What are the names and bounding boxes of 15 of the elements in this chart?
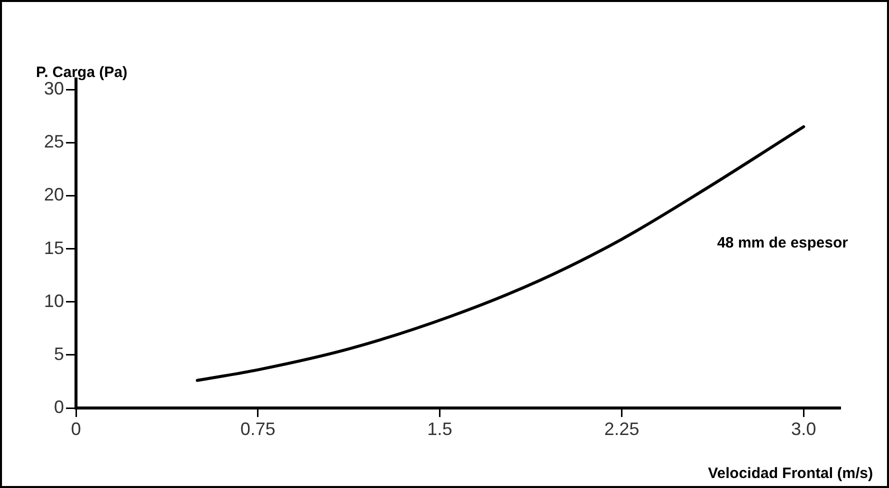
x-tick-label: 0.75 <box>240 418 276 439</box>
x-tick-label: 0 <box>70 418 82 439</box>
y-axis-title: P. Carga (Pa) <box>36 64 128 81</box>
x-axis-title: Velocidad Frontal (m/s) <box>708 465 873 482</box>
y-tick-label: 5 <box>54 344 64 364</box>
x-tick-label: 1.5 <box>427 418 452 439</box>
y-tick-label: 10 <box>44 290 64 311</box>
y-tick-label: 25 <box>44 132 64 152</box>
x-tick-label: 2.25 <box>604 418 640 439</box>
y-tick-label: 0 <box>54 396 64 417</box>
x-tick-label: 3.0 <box>791 418 816 439</box>
text: 48 mm de espesor <box>717 234 848 252</box>
y-tick-label: 15 <box>44 238 64 258</box>
y-tick-label: 20 <box>44 184 64 205</box>
y-tick-label: 30 <box>44 78 64 99</box>
